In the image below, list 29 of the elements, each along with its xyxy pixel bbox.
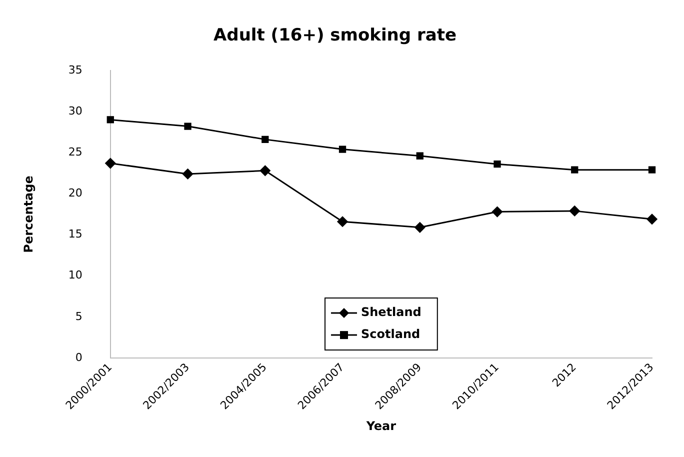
point: [648, 166, 656, 174]
point: [492, 206, 503, 218]
point: [571, 166, 578, 174]
point: [260, 165, 270, 176]
y-tick-label: 35: [68, 63, 82, 76]
y-axis-title: Percentage: [21, 176, 36, 253]
point: [494, 160, 501, 168]
point: [105, 158, 116, 169]
point: [416, 152, 424, 160]
point: [262, 136, 269, 144]
chart-title: Adult (16+) smoking rate: [213, 26, 457, 46]
y-tick-label: 20: [68, 186, 82, 200]
point: [182, 168, 194, 180]
y-tick-label: 25: [68, 145, 82, 158]
y-tick-label: 0: [75, 350, 82, 364]
point: [646, 214, 658, 224]
y-tick-label: 15: [68, 228, 82, 241]
legend-label: Scotland: [360, 327, 420, 342]
y-tick-label: 30: [68, 104, 82, 118]
y-tick-label: 10: [68, 268, 82, 282]
point: [184, 122, 192, 130]
point: [106, 116, 114, 124]
legend-label: Shetland: [360, 305, 422, 320]
point: [569, 206, 580, 216]
x-axis-title: Year: [365, 418, 396, 433]
point: [338, 146, 346, 153]
y-tick-label: 5: [75, 310, 82, 323]
point: [414, 222, 426, 233]
point: [337, 216, 348, 227]
